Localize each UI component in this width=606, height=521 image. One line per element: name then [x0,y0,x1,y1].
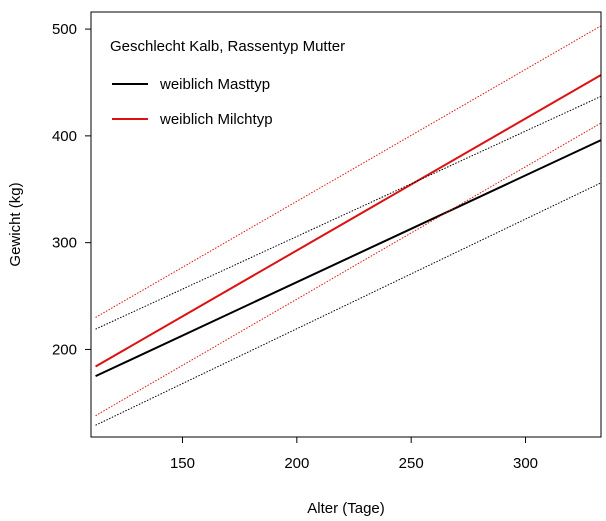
plot-frame [90,11,602,438]
y-tick-label: 300 [52,235,77,252]
legend-title: Geschlecht Kalb, Rassentyp Mutter [110,38,345,55]
confidence-band-line-4 [95,25,602,318]
y-tick-label: 200 [52,341,77,358]
y-tick-label: 500 [52,21,77,38]
x-axis-title: Alter (Tage) [307,500,385,517]
ticks-layer: 150 200 250 300 200 300 400 500 [52,21,538,472]
legend: Geschlecht Kalb, Rassentyp Mutter weibli… [110,38,345,128]
x-tick-label: 300 [513,455,538,472]
x-tick-label: 150 [170,455,195,472]
series-line-0 [95,139,602,378]
x-tick-label: 250 [399,455,424,472]
legend-label-masttyp: weiblich Masttyp [159,76,270,93]
x-tick-label: 200 [284,455,309,472]
confidence-band-line-3 [95,182,602,426]
series-layer [95,25,602,426]
y-axis-title: Gewicht (kg) [7,182,24,266]
confidence-band-line-2 [95,95,602,330]
y-tick-label: 400 [52,128,77,145]
legend-label-milchtyp: weiblich Milchtyp [159,111,273,128]
confidence-band-line-5 [95,122,602,417]
series-line-1 [95,74,602,368]
